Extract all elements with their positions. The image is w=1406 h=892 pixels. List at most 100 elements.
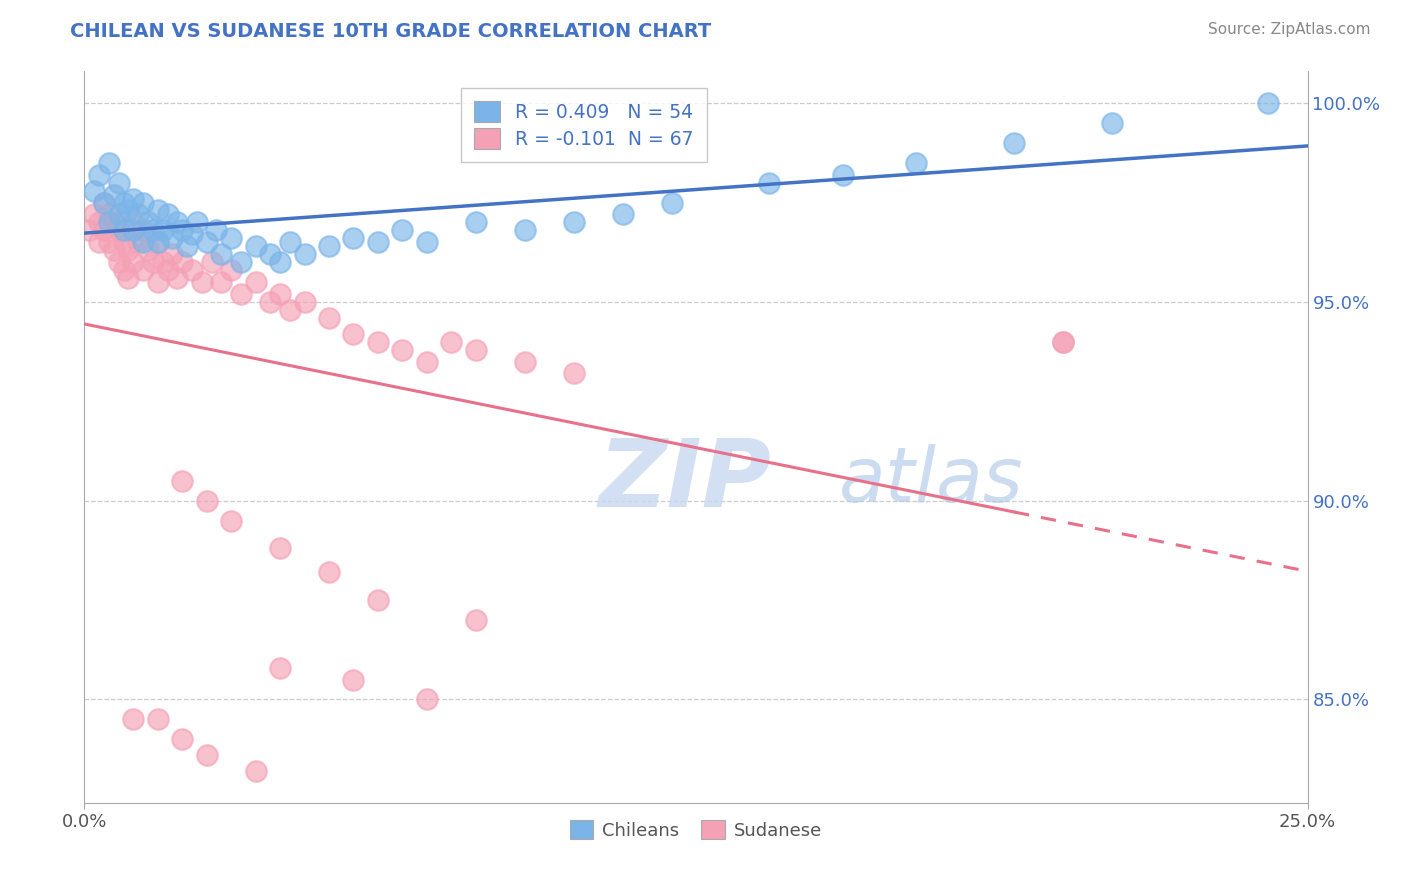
Point [1101, 116, 1123, 130]
Point [122, 255, 145, 269]
Point [195, 748, 218, 763]
Point [464, 215, 486, 229]
Point [367, 334, 389, 349]
Point [391, 223, 413, 237]
Point [87, 168, 110, 182]
Point [93, 195, 115, 210]
Point [122, 223, 145, 237]
Legend: Chileans, Sudanese: Chileans, Sudanese [561, 811, 831, 848]
Point [152, 255, 174, 269]
Point [200, 255, 222, 269]
Point [146, 275, 169, 289]
Point [219, 231, 242, 245]
Point [152, 223, 174, 237]
Point [318, 310, 340, 325]
Point [136, 215, 159, 229]
Point [107, 207, 129, 221]
Point [103, 244, 125, 258]
Point [1052, 334, 1074, 349]
Point [294, 294, 316, 309]
Point [367, 235, 389, 250]
Point [127, 235, 149, 250]
Point [269, 255, 291, 269]
Point [132, 195, 155, 210]
Point [122, 712, 145, 726]
Point [905, 155, 928, 169]
Point [122, 215, 145, 229]
Point [136, 244, 159, 258]
Point [117, 244, 139, 258]
Point [416, 235, 439, 250]
Point [103, 187, 125, 202]
Point [342, 231, 364, 245]
Point [172, 474, 194, 488]
Point [416, 354, 439, 368]
Point [269, 541, 291, 556]
Point [83, 207, 105, 221]
Point [758, 176, 780, 190]
Point [103, 215, 125, 229]
Point [245, 239, 267, 253]
Point [172, 223, 194, 237]
Point [83, 184, 105, 198]
Point [245, 764, 267, 778]
Point [107, 255, 129, 269]
Point [612, 207, 634, 221]
Point [146, 712, 169, 726]
Point [87, 215, 110, 229]
Point [112, 195, 135, 210]
Point [146, 235, 169, 250]
Point [97, 215, 120, 229]
Point [318, 239, 340, 253]
Point [112, 223, 135, 237]
Point [464, 343, 486, 357]
Point [278, 302, 301, 317]
Point [191, 275, 214, 289]
Point [172, 732, 194, 747]
Point [166, 215, 188, 229]
Point [186, 215, 208, 229]
Text: atlas: atlas [839, 444, 1024, 518]
Point [93, 223, 115, 237]
Point [146, 203, 169, 218]
Point [391, 343, 413, 357]
Point [142, 223, 165, 237]
Point [440, 334, 463, 349]
Point [162, 231, 184, 245]
Point [195, 493, 218, 508]
Point [97, 235, 120, 250]
Point [162, 247, 184, 261]
Point [1052, 334, 1074, 349]
Point [156, 263, 179, 277]
Point [245, 275, 267, 289]
Point [122, 192, 145, 206]
Point [1002, 136, 1025, 150]
Point [259, 247, 281, 261]
Point [195, 235, 218, 250]
Point [132, 235, 155, 250]
Point [112, 235, 135, 250]
Point [205, 223, 228, 237]
Point [176, 239, 198, 253]
Point [172, 255, 194, 269]
Point [127, 207, 149, 221]
Point [259, 294, 281, 309]
Text: Source: ZipAtlas.com: Source: ZipAtlas.com [1208, 22, 1371, 37]
Point [342, 326, 364, 341]
Point [117, 271, 139, 285]
Point [97, 207, 120, 221]
Point [87, 235, 110, 250]
Point [229, 255, 252, 269]
Point [166, 271, 188, 285]
Point [562, 215, 585, 229]
Point [77, 223, 100, 237]
Point [219, 263, 242, 277]
Point [294, 247, 316, 261]
Point [464, 613, 486, 627]
Point [107, 223, 129, 237]
Point [342, 673, 364, 687]
Point [142, 255, 165, 269]
Text: ZIP: ZIP [598, 435, 770, 527]
Point [367, 593, 389, 607]
Point [132, 263, 155, 277]
